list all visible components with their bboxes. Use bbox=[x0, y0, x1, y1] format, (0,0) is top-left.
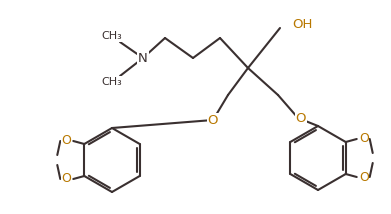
Text: CH₃: CH₃ bbox=[102, 31, 122, 41]
Text: O: O bbox=[359, 132, 369, 146]
Text: O: O bbox=[61, 135, 71, 147]
Text: OH: OH bbox=[292, 18, 312, 31]
Text: O: O bbox=[359, 171, 369, 183]
Text: CH₃: CH₃ bbox=[102, 77, 122, 87]
Text: O: O bbox=[208, 113, 218, 126]
Text: O: O bbox=[296, 111, 306, 125]
Text: O: O bbox=[61, 172, 71, 186]
Text: N: N bbox=[138, 52, 148, 64]
